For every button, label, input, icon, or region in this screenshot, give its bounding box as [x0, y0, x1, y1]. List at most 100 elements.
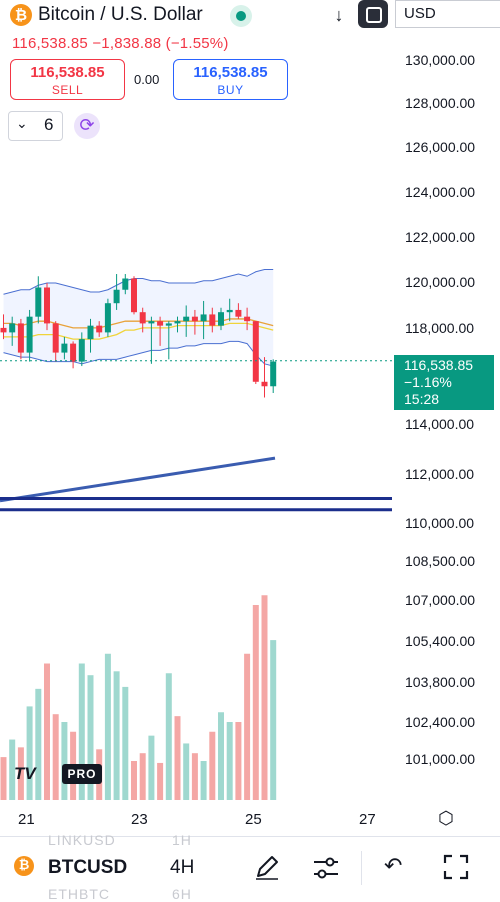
undo-icon[interactable]: ↶: [384, 854, 403, 879]
volume-bar: [157, 762, 164, 800]
x-tick: 21: [18, 811, 35, 828]
volume-bar: [0, 757, 7, 800]
candle-body: [200, 314, 207, 322]
y-tick: 124,000.00: [405, 184, 476, 200]
volume-bar: [104, 653, 111, 800]
candle-body: [261, 381, 268, 387]
volume-bar: [113, 671, 120, 800]
spread-value: 0.00: [134, 72, 160, 87]
candle-body: [157, 321, 164, 326]
candle-body: [252, 321, 259, 382]
y-tick: 126,000.00: [405, 139, 476, 155]
y-tick: 120,000.00: [405, 274, 476, 290]
candle-body: [17, 323, 24, 353]
ghost-symbol-below: ETHBTC: [48, 886, 110, 902]
sell-button[interactable]: 116,538.85 SELL: [10, 59, 125, 100]
ghost-tf-below: 6H: [172, 886, 192, 902]
candle-body: [87, 325, 94, 340]
candle-body: [191, 316, 198, 322]
volume-bar: [148, 735, 155, 800]
chart-settings-icon[interactable]: ⬡: [438, 808, 454, 829]
volume-bar: [183, 743, 190, 800]
indicator-settings-icon[interactable]: [311, 854, 341, 882]
indicators-count: 6: [44, 115, 54, 134]
volume-bar: [61, 722, 68, 800]
y-tick: 108,500.00: [405, 553, 476, 569]
candle-body: [235, 309, 242, 317]
last-price-tag: 116,538.85 −1.16% 15:28: [394, 355, 494, 410]
volume-bar: [261, 595, 268, 800]
volume-bar: [35, 688, 42, 800]
candle-body: [122, 278, 129, 290]
candle-body: [113, 289, 120, 304]
candle-body: [78, 339, 85, 362]
last-price-value: 116,538.85: [404, 357, 474, 373]
volume-bar: [9, 739, 16, 800]
volume-bar: [122, 686, 129, 800]
bitcoin-coin-icon: ₿: [10, 4, 32, 26]
x-tick: 23: [131, 811, 148, 828]
candle-body: [9, 323, 16, 333]
volume-bar: [244, 653, 251, 800]
timeframe-picker[interactable]: 4H: [170, 857, 195, 878]
symbol-title[interactable]: Bitcoin / U.S. Dollar: [38, 4, 203, 25]
x-tick: 25: [245, 811, 262, 828]
candle-body: [174, 321, 181, 324]
toolbar-divider: [361, 851, 362, 885]
indicators-toggle[interactable]: [8, 111, 63, 141]
volume-bar: [44, 663, 50, 800]
y-tick: 101,000.00: [405, 751, 476, 767]
y-tick: 130,000.00: [405, 52, 476, 68]
price-chart[interactable]: [0, 0, 392, 805]
drawing-pen-icon[interactable]: [252, 852, 282, 882]
volume-bar: [252, 605, 259, 800]
y-tick: 103,800.00: [405, 674, 476, 690]
candle-body: [104, 303, 111, 333]
volume-bar: [78, 663, 85, 800]
buy-button[interactable]: 116,538.85 BUY: [173, 59, 288, 100]
candle-body: [131, 278, 137, 313]
candle-body: [148, 321, 155, 324]
candle-body: [35, 287, 42, 317]
arrow-down-icon[interactable]: ↓: [334, 5, 344, 25]
volume-bar: [174, 716, 181, 800]
sell-label: SELL: [51, 83, 84, 97]
candle-body: [244, 316, 251, 322]
volume-bar: [209, 731, 216, 800]
y-tick: 112,000.00: [405, 466, 475, 482]
ghost-tf-above: 1H: [172, 832, 192, 848]
layout-toggle-button[interactable]: [358, 0, 388, 28]
refresh-icon[interactable]: ⟳: [74, 113, 100, 139]
bottom-toolbar: [0, 836, 500, 901]
volume-bar: [17, 747, 24, 800]
y-tick: 105,400.00: [405, 633, 476, 649]
volume-bar: [87, 675, 94, 800]
ghost-symbol-above: LINKUSD: [48, 832, 116, 848]
sell-price: 116,538.85: [30, 64, 105, 81]
price-change-line: 116,538.85 −1,838.88 (−1.55%): [12, 35, 229, 52]
market-open-status-icon: [230, 5, 252, 27]
candle-body: [218, 312, 224, 326]
candle-body: [52, 323, 59, 353]
volume-bar: [52, 714, 59, 800]
candle-body: [61, 343, 68, 353]
volume-bar: [131, 761, 137, 800]
bitcoin-coin-icon: ₿: [14, 856, 34, 876]
y-tick: 114,000.00: [405, 416, 475, 432]
tv-logo-text: TV: [14, 764, 36, 783]
y-tick: 110,000.00: [405, 515, 475, 531]
volume-bar: [139, 753, 146, 800]
symbol-picker[interactable]: BTCUSD: [48, 857, 128, 878]
buy-price: 116,538.85: [193, 64, 268, 81]
y-tick: 102,400.00: [405, 714, 476, 730]
bollinger-upper-line: [3, 269, 274, 295]
currency-select[interactable]: USD: [395, 0, 500, 28]
trendline: [0, 456, 276, 503]
candle-body: [183, 316, 190, 322]
fullscreen-icon[interactable]: [442, 853, 470, 881]
candle-body: [0, 327, 7, 333]
volume-bar: [165, 673, 172, 800]
volume-bar: [200, 761, 207, 800]
candle-body: [96, 325, 103, 333]
bar-countdown: 15:28: [404, 391, 440, 407]
